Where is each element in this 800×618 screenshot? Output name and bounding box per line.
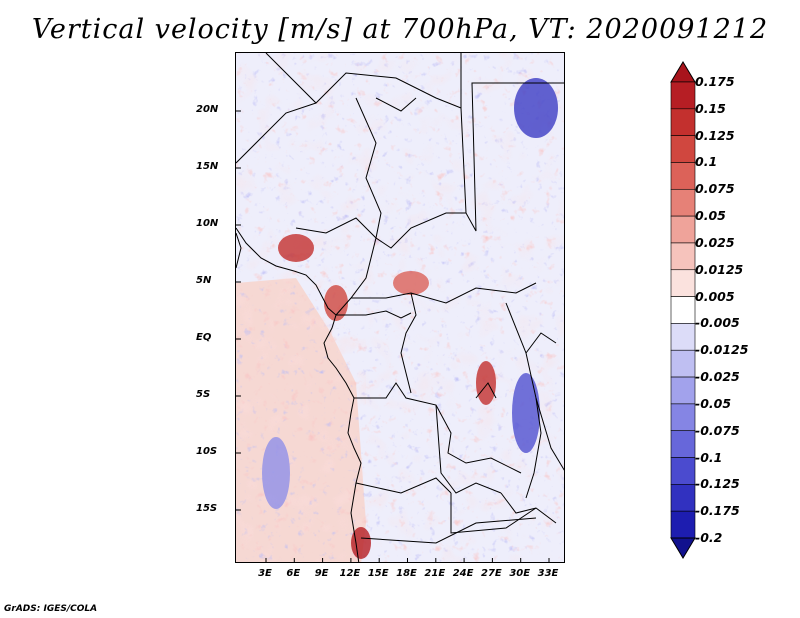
colorbar-label: 0.15	[695, 100, 726, 116]
lat-label: 15N	[196, 161, 219, 172]
colorbar-segment	[670, 484, 696, 512]
lon-label: 21E	[424, 568, 446, 579]
colorbar-segment	[670, 162, 696, 190]
lat-label: 5S	[196, 389, 211, 400]
colorbar-segment	[670, 296, 696, 324]
lat-label: 15S	[196, 503, 218, 514]
colorbar-label: -0.175	[695, 503, 740, 519]
lon-label: 33E	[537, 568, 559, 579]
colorbar-label: -0.005	[695, 315, 740, 331]
lon-label: 30E	[509, 568, 531, 579]
colorbar-segment	[670, 269, 696, 297]
lon-label: 9E	[314, 568, 329, 579]
map-title: Vertical velocity [m/s] at 700hPa, VT: 2…	[31, 14, 769, 45]
lon-label: 18E	[396, 568, 417, 579]
lon-label: 6E	[286, 568, 301, 579]
lon-label: 24E	[452, 568, 474, 579]
colorbar-label: 0.125	[695, 127, 735, 143]
colorbar-segment	[670, 349, 696, 378]
lon-label: 12E	[339, 568, 361, 579]
colorbar-label: 0.005	[695, 288, 735, 304]
colorbar-segment	[670, 510, 696, 539]
colorbar-segment	[670, 135, 696, 163]
colorbar-label: -0.075	[695, 422, 740, 438]
colorbar-segment	[670, 215, 696, 244]
colorbar-label: -0.025	[695, 369, 740, 385]
lat-label: 10S	[196, 446, 218, 457]
grads-credit: GrADS: IGES/COLA	[4, 604, 98, 614]
colorbar-segment	[670, 376, 696, 405]
colorbar-top-arrow	[670, 61, 696, 83]
colorbar-segment	[670, 242, 696, 271]
colorbar-segment	[670, 323, 696, 351]
colorbar-label: 0.0125	[695, 261, 744, 277]
colorbar-segment	[670, 81, 696, 110]
colorbar-label: -0.125	[695, 476, 740, 492]
colorbar-label: 0.025	[695, 234, 735, 250]
colorbar-label: 0.075	[695, 181, 735, 197]
vertical-velocity-field	[236, 53, 564, 562]
colorbar-label: 0.05	[695, 208, 726, 224]
lon-label: 3E	[258, 568, 272, 579]
lon-label: 27E	[481, 568, 502, 579]
colorbar-label: -0.2	[695, 530, 723, 545]
colorbar-segment	[670, 108, 696, 136]
lat-label: EQ	[196, 332, 212, 343]
lat-label: 10N	[196, 218, 219, 229]
colorbar-segment	[670, 188, 696, 217]
colorbar-segment	[670, 403, 696, 432]
colorbar-label: 0.175	[695, 74, 735, 89]
colorbar-bottom-arrow	[670, 537, 696, 559]
colorbar	[670, 61, 696, 559]
colorbar-segment	[670, 430, 696, 458]
colorbar-segment	[670, 457, 696, 485]
lon-label: 15E	[367, 568, 389, 579]
lat-label: 5N	[196, 275, 212, 286]
colorbar-label: -0.1	[695, 449, 723, 465]
colorbar-label: -0.05	[695, 395, 732, 411]
lat-label: 20N	[196, 104, 219, 115]
colorbar-label: -0.0125	[695, 342, 749, 358]
map-plot-area[interactable]	[235, 52, 565, 563]
colorbar-label: 0.1	[695, 154, 718, 170]
